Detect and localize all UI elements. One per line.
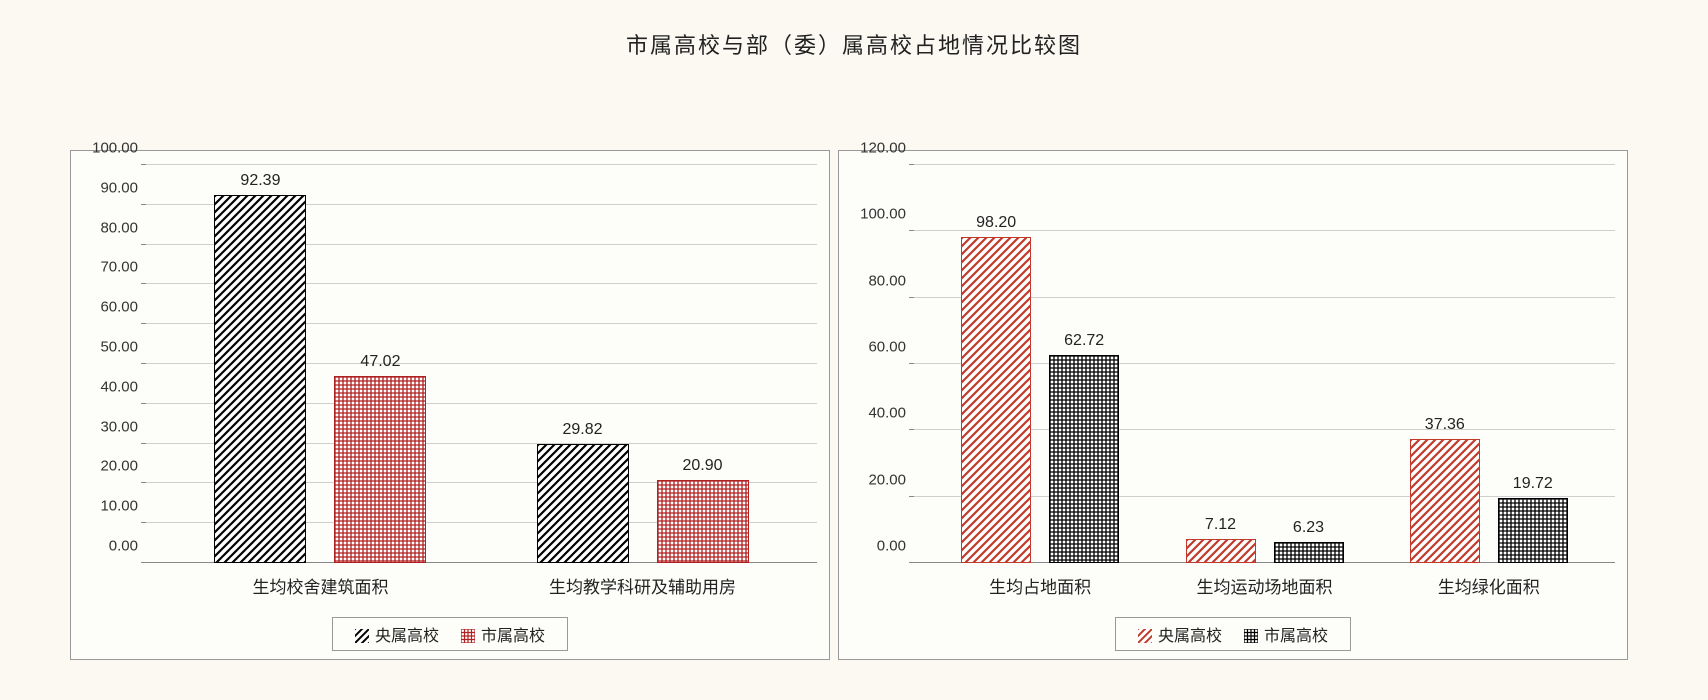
left-legend: 央属高校 市属高校	[332, 617, 568, 651]
bar-value-label: 62.72	[1064, 332, 1104, 350]
gridline	[914, 230, 1615, 231]
category-label: 生均占地面积	[989, 573, 1091, 598]
legend-label: 市属高校	[481, 628, 545, 645]
y-tick-label: 90.00	[100, 179, 138, 196]
y-tick-mark	[909, 230, 914, 231]
bar: 37.36	[1410, 439, 1480, 563]
bar-value-label: 47.02	[360, 353, 400, 371]
y-tick-label: 30.00	[100, 418, 138, 435]
legend-item-municipal: 市属高校	[1244, 622, 1328, 646]
category-label: 生均运动场地面积	[1197, 573, 1333, 598]
y-tick-label: 100.00	[92, 140, 138, 157]
legend-item-central: 央属高校	[1138, 622, 1222, 646]
bar: 92.39	[214, 195, 306, 563]
bar-value-label: 6.23	[1293, 519, 1324, 537]
bar-value-label: 37.36	[1425, 416, 1465, 434]
y-tick-label: 40.00	[868, 405, 906, 422]
bar-value-label: 29.82	[563, 421, 603, 439]
y-tick-mark	[909, 297, 914, 298]
y-tick-mark	[141, 283, 146, 284]
right-legend: 央属高校 市属高校	[1115, 617, 1351, 651]
bar: 6.23	[1274, 542, 1344, 563]
y-tick-mark	[141, 403, 146, 404]
bar-value-label: 20.90	[683, 457, 723, 475]
y-tick-label: 80.00	[100, 219, 138, 236]
grid-red-swatch-icon	[461, 629, 475, 643]
y-tick-mark	[909, 562, 914, 563]
y-tick-label: 40.00	[100, 378, 138, 395]
category-label: 生均绿化面积	[1438, 573, 1540, 598]
legend-label: 央属高校	[375, 628, 439, 645]
bar: 47.02	[334, 376, 426, 563]
bar: 7.12	[1186, 539, 1256, 563]
grid-black-swatch-icon	[1244, 629, 1258, 643]
left-plot-area: 0.0010.0020.0030.0040.0050.0060.0070.008…	[146, 165, 817, 563]
bar: 19.72	[1498, 498, 1568, 563]
y-tick-label: 20.00	[868, 471, 906, 488]
y-tick-label: 80.00	[868, 272, 906, 289]
right-plot-area: 0.0020.0040.0060.0080.00100.00120.00生均占地…	[914, 165, 1615, 563]
y-tick-mark	[141, 244, 146, 245]
left-chart: 0.00 10.00 20.00 30.00 40.00 50.00 60.00 70.00 8…	[70, 150, 830, 660]
y-tick-label: 70.00	[100, 259, 138, 276]
y-tick-mark	[909, 496, 914, 497]
page-title: 市属高校与部（委）属高校占地情况比较图	[0, 0, 1708, 60]
y-tick-label: 50.00	[100, 339, 138, 356]
category-label: 生均教学科研及辅助用房	[549, 573, 736, 598]
y-tick-mark	[909, 429, 914, 430]
bar-value-label: 98.20	[976, 214, 1016, 232]
y-tick-mark	[909, 363, 914, 364]
y-tick-label: 10.00	[100, 498, 138, 515]
y-tick-mark	[141, 482, 146, 483]
legend-label: 央属高校	[1158, 628, 1222, 645]
gridline	[914, 164, 1615, 165]
y-tick-mark	[909, 164, 914, 165]
right-chart: 0.0020.0040.0060.0080.00100.00120.00生均占地…	[838, 150, 1628, 660]
y-tick-mark	[141, 562, 146, 563]
legend-label: 市属高校	[1264, 628, 1328, 645]
y-tick-label: 20.00	[100, 458, 138, 475]
y-tick-mark	[141, 323, 146, 324]
bar: 98.20	[961, 237, 1031, 563]
y-tick-mark	[141, 443, 146, 444]
y-tick-label: 100.00	[860, 206, 906, 223]
legend-item-municipal: 市属高校	[461, 622, 545, 646]
gridline	[146, 164, 817, 165]
y-tick-label: 60.00	[868, 339, 906, 356]
bar-value-label: 19.72	[1513, 475, 1553, 493]
y-tick-label: 120.00	[860, 140, 906, 157]
bar: 20.90	[657, 480, 749, 563]
bar-value-label: 92.39	[240, 172, 280, 190]
category-label: 生均校舍建筑面积	[252, 573, 388, 598]
charts-container: 0.00 10.00 20.00 30.00 40.00 50.00 60.00 70.00 8…	[70, 150, 1628, 660]
y-tick-mark	[141, 204, 146, 205]
y-tick-label: 60.00	[100, 299, 138, 316]
bar-value-label: 7.12	[1205, 516, 1236, 534]
legend-item-central: 央属高校	[355, 622, 439, 646]
y-tick-mark	[141, 363, 146, 364]
bar: 62.72	[1049, 355, 1119, 563]
y-tick-label: 0.00	[109, 538, 138, 555]
bar: 29.82	[537, 444, 629, 563]
y-tick-mark	[141, 522, 146, 523]
y-tick-mark	[141, 164, 146, 165]
diag-black-swatch-icon	[355, 629, 369, 643]
diag-red-swatch-icon	[1138, 629, 1152, 643]
y-tick-label: 0.00	[877, 538, 906, 555]
